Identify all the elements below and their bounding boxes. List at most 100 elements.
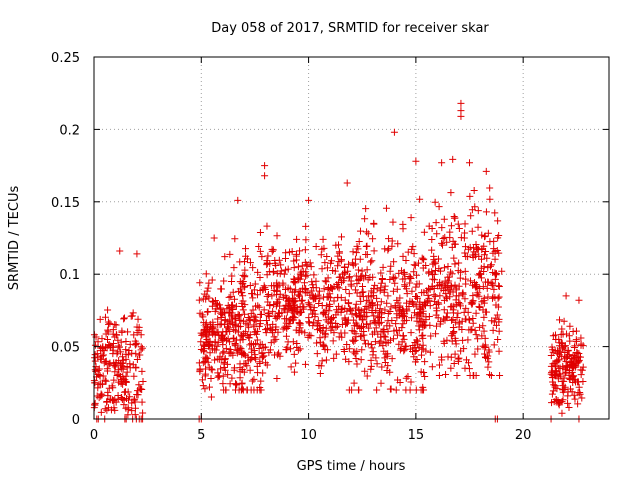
data-point xyxy=(474,223,482,231)
data-point xyxy=(296,345,304,353)
data-point xyxy=(480,299,488,307)
data-point xyxy=(316,325,324,333)
data-point xyxy=(262,317,270,325)
data-point xyxy=(217,285,225,293)
data-point xyxy=(435,203,443,211)
data-point xyxy=(297,268,305,276)
data-point xyxy=(436,267,444,275)
data-point xyxy=(269,307,277,315)
data-point xyxy=(104,328,112,336)
data-point xyxy=(471,279,479,287)
data-point xyxy=(290,309,298,317)
data-point xyxy=(103,365,111,373)
data-point xyxy=(133,329,141,337)
data-point xyxy=(317,362,325,370)
data-point xyxy=(564,399,572,407)
data-point xyxy=(250,321,258,329)
data-point xyxy=(224,324,232,332)
data-point xyxy=(101,313,109,321)
data-point xyxy=(479,306,487,314)
data-point xyxy=(455,354,463,362)
data-point xyxy=(204,307,212,315)
data-point xyxy=(425,222,433,230)
data-point xyxy=(301,258,309,266)
data-point xyxy=(132,364,140,372)
data-point xyxy=(461,229,469,237)
data-point xyxy=(570,344,578,352)
data-point xyxy=(202,319,210,327)
data-point xyxy=(359,282,367,290)
data-point xyxy=(337,233,345,241)
data-point xyxy=(306,259,314,267)
data-point xyxy=(451,240,459,248)
data-point xyxy=(238,288,246,296)
data-point xyxy=(199,313,207,321)
data-point xyxy=(382,204,390,212)
data-point xyxy=(401,275,409,283)
data-point xyxy=(91,401,99,409)
data-point xyxy=(102,377,110,385)
data-point xyxy=(351,286,359,294)
data-point xyxy=(244,313,252,321)
data-point xyxy=(324,318,332,326)
data-point xyxy=(354,266,362,274)
data-point xyxy=(468,206,476,214)
data-point xyxy=(403,290,411,298)
data-point xyxy=(204,284,212,292)
data-point xyxy=(484,229,492,237)
data-point xyxy=(246,259,254,267)
data-point xyxy=(203,287,211,295)
data-point xyxy=(395,269,403,277)
data-point xyxy=(345,299,353,307)
data-point xyxy=(302,236,310,244)
data-point xyxy=(229,315,237,323)
data-point xyxy=(485,358,493,366)
data-point xyxy=(372,307,380,315)
data-point xyxy=(334,262,342,270)
data-point xyxy=(551,361,559,369)
data-point xyxy=(486,195,494,203)
data-point xyxy=(123,363,131,371)
data-point xyxy=(349,248,357,256)
data-point xyxy=(230,264,238,272)
data-point xyxy=(361,367,369,375)
data-point xyxy=(426,348,434,356)
data-point xyxy=(456,300,464,308)
data-point xyxy=(466,192,474,200)
data-point xyxy=(226,317,234,325)
data-point xyxy=(326,302,334,310)
data-point xyxy=(295,319,303,327)
data-point xyxy=(195,296,203,304)
data-point xyxy=(261,172,269,180)
data-point xyxy=(495,282,503,290)
data-point xyxy=(435,255,443,263)
data-point xyxy=(373,360,381,368)
data-point xyxy=(344,319,352,327)
data-point xyxy=(272,335,280,343)
data-point xyxy=(577,334,585,342)
data-point xyxy=(415,326,423,334)
data-point xyxy=(110,359,118,367)
data-point xyxy=(361,215,369,223)
data-point xyxy=(487,261,495,269)
data-point xyxy=(555,364,563,372)
data-point xyxy=(353,322,361,330)
data-point xyxy=(450,214,458,222)
data-point xyxy=(561,342,569,350)
data-point xyxy=(459,336,467,344)
data-point xyxy=(137,331,145,339)
data-point xyxy=(99,343,107,351)
data-point xyxy=(479,322,487,330)
data-point xyxy=(375,314,383,322)
data-point xyxy=(428,235,436,243)
data-point xyxy=(461,243,469,251)
data-point xyxy=(422,262,430,270)
data-point xyxy=(217,365,225,373)
data-point xyxy=(305,319,313,327)
data-point xyxy=(221,321,229,329)
data-point xyxy=(367,356,375,364)
data-point xyxy=(384,327,392,335)
data-point xyxy=(300,303,308,311)
data-point xyxy=(350,316,358,324)
data-point xyxy=(370,219,378,227)
